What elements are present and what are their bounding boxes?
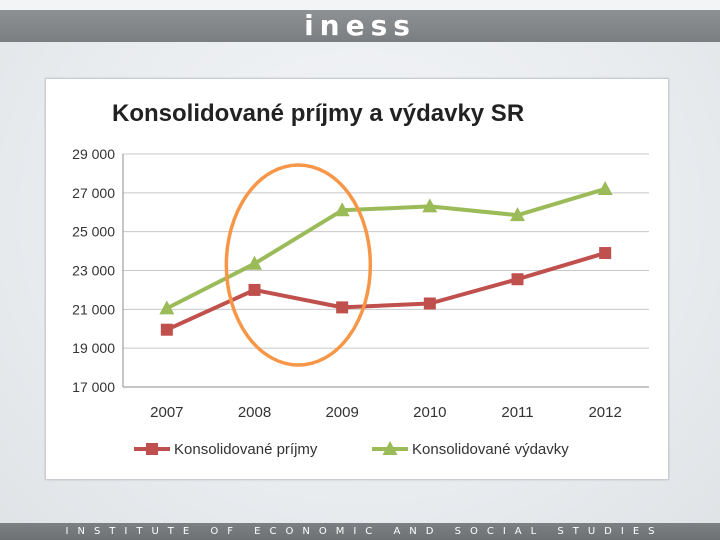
data-point-triangle — [247, 255, 262, 270]
legend: Konsolidované príjmy Konsolidované výdavk… — [134, 441, 569, 458]
footer-tagline: INSTITUTE OF ECONOMIC AND SOCIAL STUDIES — [65, 526, 664, 537]
header-bar — [0, 10, 720, 42]
x-tick-label: 2012 — [588, 404, 621, 421]
data-point-square — [423, 297, 436, 310]
legend-label-2: Konsolidované výdavky — [412, 441, 569, 458]
data-point-triangle — [510, 207, 525, 222]
highlight-ellipse — [224, 163, 373, 367]
data-point-square — [160, 323, 173, 336]
x-tick-label: 2007 — [150, 404, 183, 421]
data-point-triangle — [159, 300, 175, 315]
axes: 17 000 19 000 21 000 23 000 25 000 27 000 29 0… — [72, 146, 649, 421]
series-line-2 — [165, 187, 606, 311]
grid-lines — [123, 153, 649, 388]
data-point-triangle — [334, 202, 350, 217]
y-tick-label: 27 000 — [72, 185, 115, 201]
data-point-square — [336, 301, 349, 314]
data-point-square — [599, 247, 612, 260]
series-line-1 — [166, 251, 606, 332]
x-tick-label: 2009 — [325, 404, 358, 421]
legend-label-1: Konsolidované príjmy — [174, 441, 318, 458]
y-tick-label: 19 000 — [72, 340, 115, 356]
chart-panel: Konsolidované príjmy a výdavky SR 17 000… — [45, 78, 669, 480]
y-tick-label: 23 000 — [72, 263, 115, 279]
x-tick-label: 2008 — [238, 404, 271, 421]
y-tick-label: 29 000 — [72, 146, 115, 162]
highlight-annotation — [224, 163, 373, 367]
legend-marker-square — [146, 443, 158, 455]
chart-title: Konsolidované príjmy a výdavky SR — [112, 100, 524, 127]
data-point-square — [511, 273, 524, 286]
legend-marker-triangle — [382, 441, 398, 455]
x-tick-label: 2011 — [501, 404, 533, 421]
iness-logo: iness — [304, 9, 416, 42]
y-tick-label: 21 000 — [72, 301, 115, 317]
x-tick-label: 2010 — [413, 404, 446, 421]
y-tick-label: 25 000 — [72, 224, 115, 240]
series-group — [159, 180, 613, 336]
data-point-triangle — [597, 180, 613, 195]
data-point-square — [248, 283, 261, 296]
header-top-strip — [0, 0, 720, 10]
data-point-triangle — [422, 198, 438, 213]
line-chart: Konsolidované príjmy a výdavky SR 17 000… — [72, 100, 649, 458]
footer-bar: INSTITUTE OF ECONOMIC AND SOCIAL STUDIES — [0, 523, 720, 540]
y-tick-label: 17 000 — [72, 379, 115, 395]
